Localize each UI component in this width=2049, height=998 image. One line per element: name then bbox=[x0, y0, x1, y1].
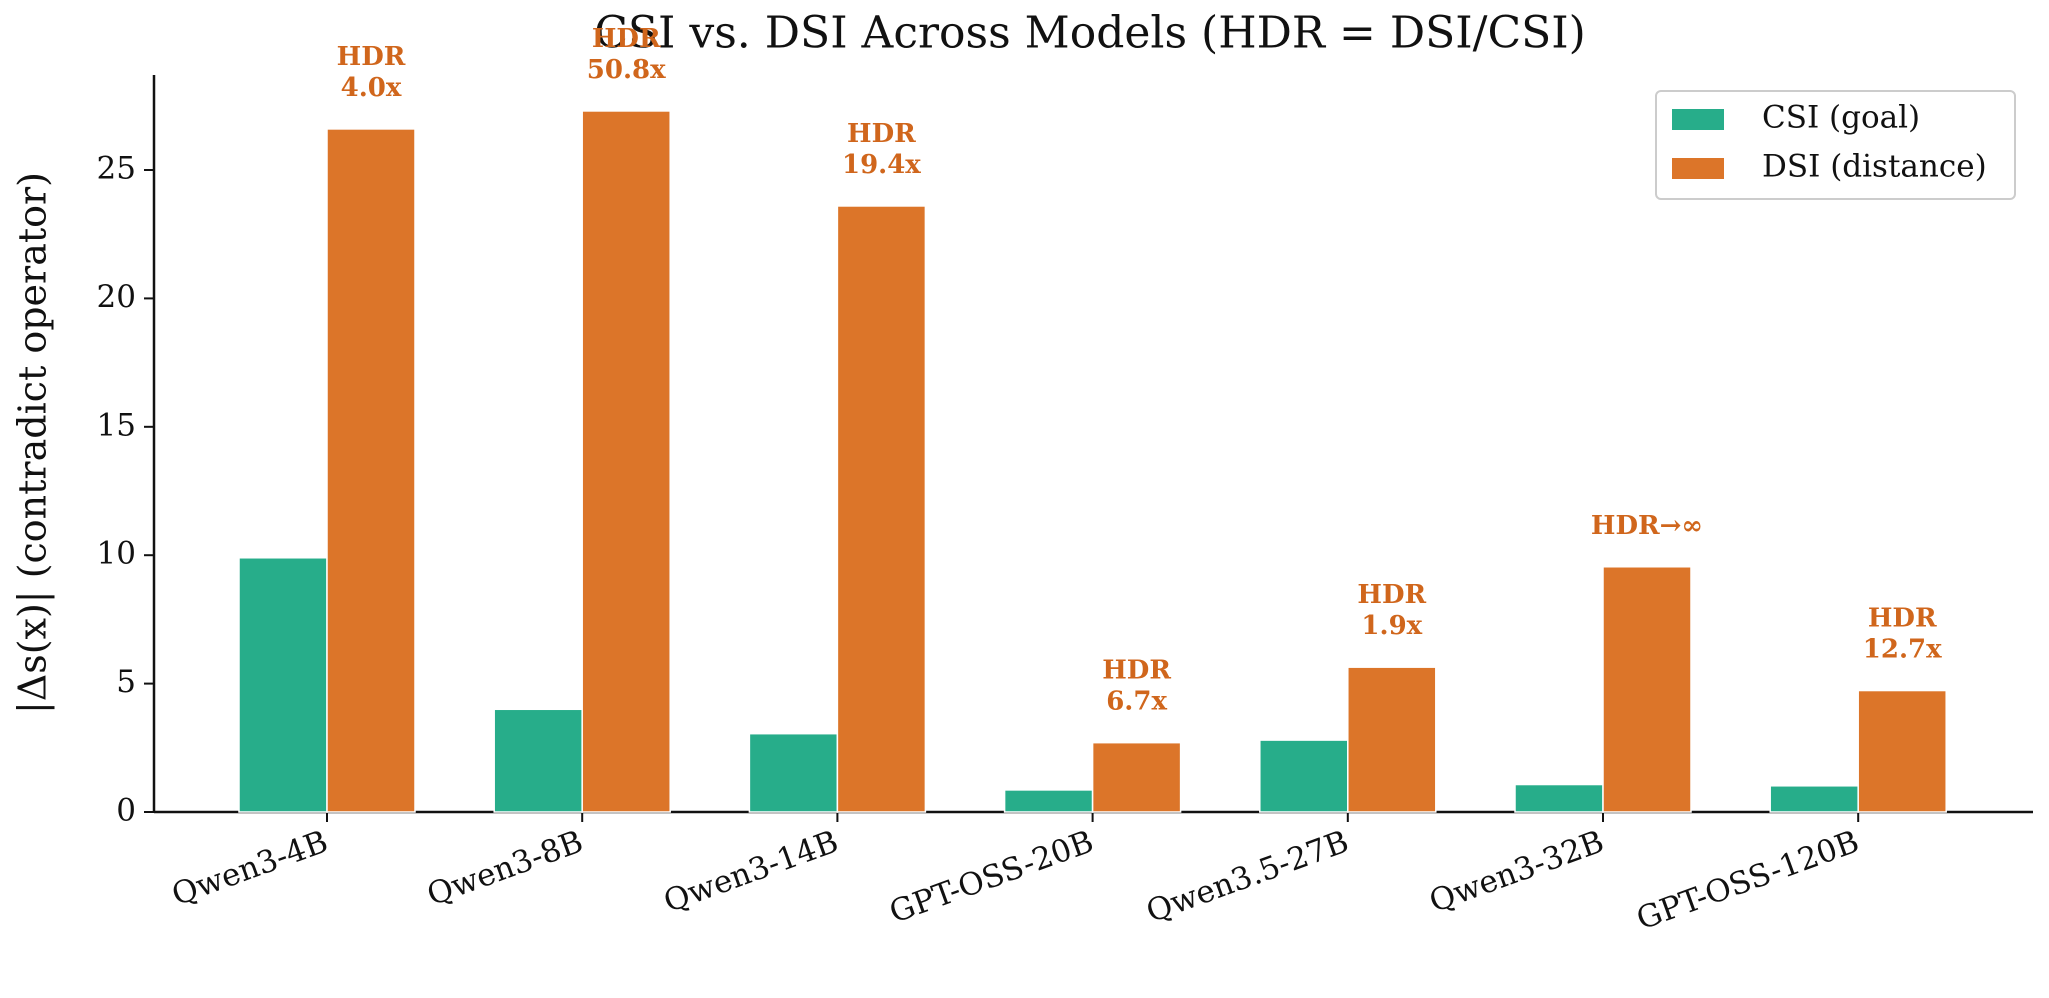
hdr-annotation: 6.7x bbox=[1106, 687, 1167, 717]
hdr-annotation: HDR bbox=[337, 42, 406, 72]
chart-title: CSI vs. DSI Across Models (HDR = DSI/CSI… bbox=[594, 8, 1586, 59]
hdr-annotation: HDR bbox=[1102, 656, 1171, 686]
y-tick-label: 5 bbox=[116, 664, 136, 700]
bar bbox=[581, 110, 671, 813]
hdr-annotation: HDR bbox=[1357, 580, 1426, 610]
y-tick-label: 20 bbox=[97, 279, 136, 315]
x-tick-label: Qwen3-32B bbox=[1425, 824, 1609, 920]
hdr-annotation: HDR bbox=[847, 119, 916, 149]
x-tick-label: GPT-OSS-20B bbox=[885, 824, 1098, 931]
y-tick-label: 0 bbox=[116, 793, 136, 829]
hdr-annotation: HDR bbox=[1868, 604, 1937, 634]
y-tick-label: 15 bbox=[97, 407, 136, 443]
x-tick-label: Qwen3-8B bbox=[422, 824, 587, 914]
legend-label: CSI (goal) bbox=[1762, 100, 1920, 136]
hdr-annotation: HDR bbox=[592, 24, 661, 54]
hdr-annotation: HDR→∞ bbox=[1591, 511, 1703, 541]
hdr-annotation: 12.7x bbox=[1863, 635, 1942, 665]
legend-box bbox=[1655, 90, 2016, 200]
bar bbox=[238, 557, 328, 813]
hdr-annotation: 4.0x bbox=[341, 73, 402, 103]
legend-label: DSI (distance) bbox=[1762, 149, 1987, 185]
bar bbox=[836, 205, 927, 813]
x-tick-label: Qwen3-4B bbox=[167, 824, 332, 914]
hdr-annotation: 50.8x bbox=[587, 55, 666, 85]
hdr-annotation: 19.4x bbox=[842, 150, 921, 180]
bar bbox=[1769, 785, 1859, 813]
bar bbox=[1259, 739, 1349, 813]
x-tick-label: GPT-OSS-120B bbox=[1632, 824, 1864, 938]
y-tick-label: 10 bbox=[97, 536, 136, 572]
x-tick-label: Qwen3.5-27B bbox=[1142, 824, 1354, 930]
legend-swatch bbox=[1672, 109, 1724, 130]
bar bbox=[493, 708, 583, 813]
bar bbox=[1602, 566, 1692, 813]
bar bbox=[1003, 789, 1094, 813]
bar bbox=[1857, 689, 1947, 813]
legend-swatch bbox=[1672, 158, 1724, 179]
bar bbox=[748, 732, 839, 813]
bar bbox=[1347, 666, 1437, 813]
y-tick-label: 25 bbox=[97, 151, 136, 187]
bar bbox=[1514, 783, 1604, 813]
y-axis-label: |Δs(x)| (contradict operator) bbox=[11, 172, 55, 714]
bar bbox=[1091, 741, 1182, 813]
x-tick-label: Qwen3-14B bbox=[659, 824, 843, 920]
hdr-annotation: 1.9x bbox=[1361, 611, 1422, 641]
bar bbox=[326, 128, 416, 813]
